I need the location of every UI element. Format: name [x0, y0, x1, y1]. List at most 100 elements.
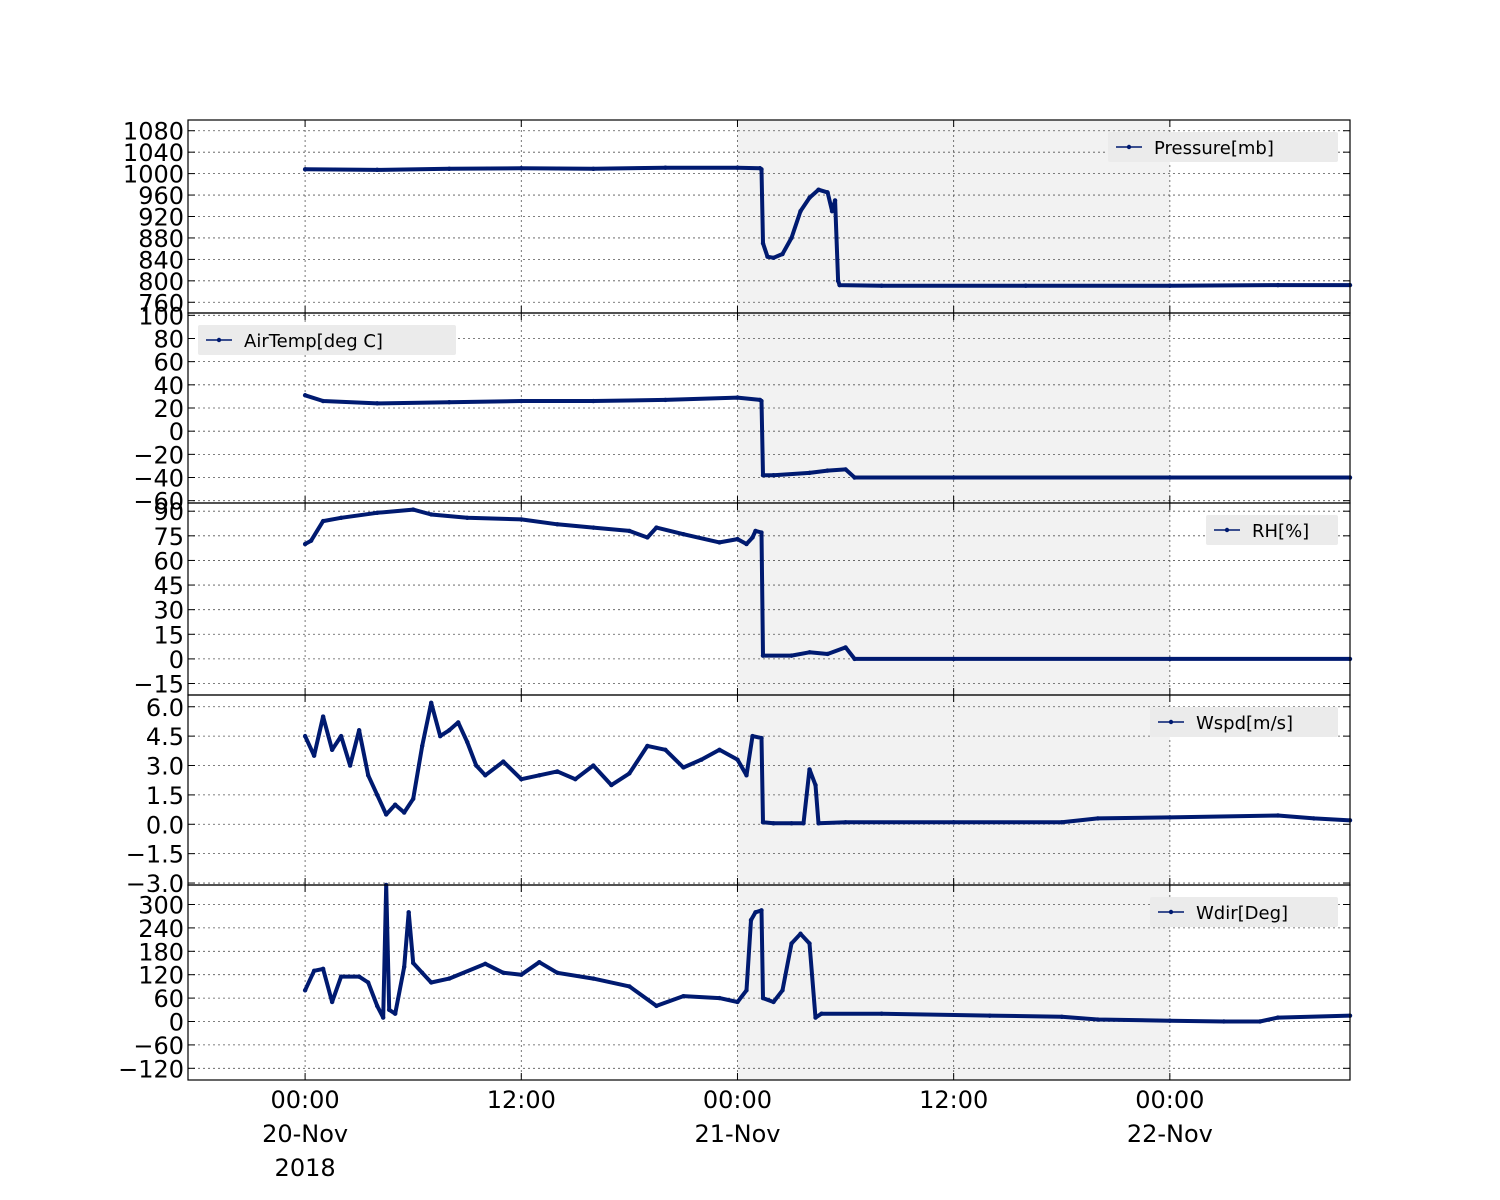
data-point	[771, 255, 776, 260]
data-point	[392, 802, 398, 807]
data-point	[760, 820, 766, 825]
legend: Wspd[m/s]	[1150, 707, 1338, 737]
data-point	[832, 198, 838, 203]
data-point	[789, 821, 794, 826]
legend-label: Wspd[m/s]	[1196, 713, 1293, 734]
data-point	[681, 993, 686, 999]
y-tick-label: 0	[169, 1009, 184, 1037]
data-point	[302, 393, 308, 398]
data-point	[383, 812, 389, 817]
data-point	[819, 1011, 824, 1016]
legend: RH[%]	[1206, 515, 1338, 545]
data-point	[311, 753, 317, 758]
data-point	[374, 401, 380, 406]
y-tick-label: 40	[153, 372, 184, 400]
series-line	[304, 507, 1350, 661]
data-point	[789, 235, 794, 241]
data-point	[338, 515, 344, 520]
data-point	[474, 763, 479, 768]
y-tick-label: 1.5	[146, 782, 184, 810]
data-point	[879, 283, 884, 288]
data-point	[825, 468, 830, 473]
data-point	[374, 167, 380, 173]
data-point	[879, 1011, 884, 1016]
legend-box	[198, 325, 456, 355]
data-point	[365, 980, 371, 985]
y-tick-label: 180	[138, 938, 184, 966]
data-point	[302, 733, 308, 739]
y-tick-label: −60	[133, 1032, 184, 1060]
data-point	[760, 653, 766, 658]
legend-label: RH[%]	[1252, 521, 1309, 542]
data-point	[735, 999, 740, 1005]
data-point	[759, 908, 764, 913]
data-point	[759, 167, 764, 172]
data-point	[807, 650, 812, 655]
data-point	[347, 763, 353, 768]
data-point	[392, 1011, 398, 1016]
data-point	[843, 820, 848, 825]
data-point	[951, 656, 956, 662]
data-point	[816, 187, 821, 192]
y-tick-label: 75	[153, 523, 184, 551]
data-point	[807, 470, 812, 476]
y-tick-label: 15	[153, 621, 184, 649]
data-point	[627, 528, 632, 534]
data-point	[654, 525, 659, 530]
data-point	[789, 653, 794, 658]
data-point	[356, 974, 362, 979]
y-tick-label: −20	[133, 441, 184, 469]
data-point	[483, 961, 488, 966]
data-point	[843, 467, 848, 472]
data-point	[663, 397, 668, 403]
y-tick-label: 0	[169, 646, 184, 674]
data-point	[951, 475, 956, 480]
data-point	[410, 960, 416, 966]
data-point	[555, 769, 560, 774]
data-point	[663, 747, 668, 753]
legend-box	[1150, 897, 1338, 927]
data-point	[380, 1015, 386, 1020]
y-tick-label: 60	[153, 985, 184, 1013]
data-point	[555, 970, 560, 975]
y-tick-label: 1040	[123, 139, 184, 167]
data-point	[447, 166, 452, 171]
data-point	[1059, 1014, 1064, 1020]
y-tick-label: 90	[153, 498, 184, 526]
data-point	[591, 763, 596, 768]
y-tick-label: 240	[138, 915, 184, 943]
data-point	[338, 974, 344, 979]
data-point	[789, 941, 794, 946]
data-point	[750, 535, 755, 540]
data-point	[771, 472, 776, 478]
data-point	[465, 515, 470, 520]
legend-marker	[1168, 719, 1174, 725]
y-tick-label: 20	[153, 395, 184, 423]
legend-box	[1206, 515, 1338, 545]
data-point	[717, 995, 722, 1001]
data-point	[654, 1003, 659, 1009]
data-point	[813, 1015, 818, 1020]
data-point	[798, 208, 803, 214]
legend: Wdir[Deg]	[1150, 897, 1338, 927]
legend-marker	[216, 337, 222, 343]
x-tick-label: 12:00	[487, 1086, 556, 1114]
x-tick-label: 00:00	[703, 1086, 772, 1114]
data-point	[807, 767, 812, 772]
legend-label: Wdir[Deg]	[1196, 903, 1288, 924]
data-point	[807, 941, 812, 946]
y-tick-label: −15	[133, 671, 184, 699]
data-point	[1167, 1018, 1173, 1023]
data-point	[825, 651, 830, 657]
x-tick-label: 12:00	[919, 1086, 988, 1114]
data-point	[302, 988, 308, 993]
data-point	[591, 525, 596, 530]
data-point	[1095, 816, 1100, 821]
data-point	[311, 968, 317, 973]
data-point	[410, 507, 416, 512]
data-point	[429, 700, 434, 706]
series-line	[303, 883, 1351, 1024]
